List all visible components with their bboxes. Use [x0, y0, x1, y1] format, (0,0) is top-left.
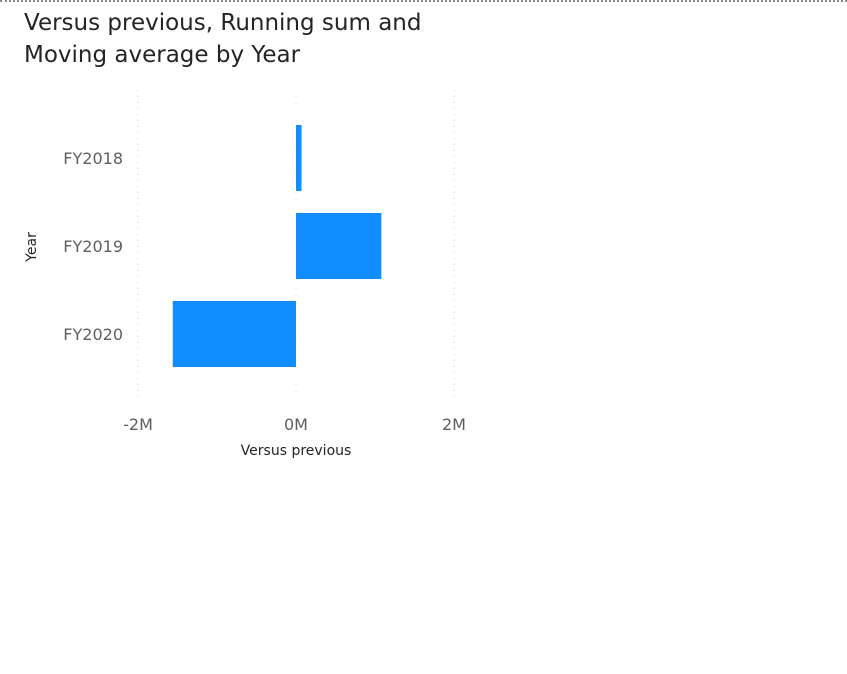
visual-top-border: [0, 0, 847, 2]
y-tick-label: FY2019: [63, 237, 123, 256]
y-tick-label: FY2020: [63, 325, 123, 344]
x-tick-label: 0M: [284, 415, 308, 434]
x-tick-label: 2M: [442, 415, 466, 434]
x-axis-title: Versus previous: [241, 443, 352, 459]
x-axis-tick-labels: -2M 0M 2M: [123, 415, 466, 434]
chart-title: Versus previous, Running sum and Moving …: [24, 10, 422, 68]
y-tick-label: FY2018: [63, 149, 123, 168]
bar-fy2018[interactable]: [296, 125, 302, 191]
y-axis-title: Year: [24, 232, 40, 263]
bar-fy2019[interactable]: [296, 213, 382, 279]
y-axis-tick-labels: FY2018 FY2019 FY2020: [63, 149, 123, 344]
bar-fy2020[interactable]: [172, 301, 296, 367]
bar-series: [172, 125, 382, 367]
x-tick-label: -2M: [123, 415, 153, 434]
